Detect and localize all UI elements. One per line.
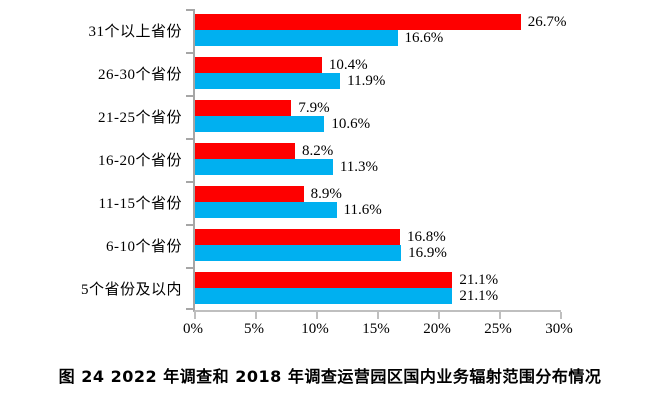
- x-axis-tick: [316, 312, 318, 319]
- x-axis-tick-label: 20%: [423, 321, 451, 337]
- bar-2018年调查: [195, 30, 398, 46]
- x-axis-tick-label: 5%: [244, 321, 264, 337]
- bar-line: 8.9%: [195, 186, 561, 202]
- bar-2022年调查: [195, 14, 521, 30]
- bar-value-label: 10.6%: [331, 115, 371, 132]
- y-axis-tick: [186, 224, 193, 226]
- chart-body: 31个以上省份 26-30个省份 21-25个省份 16-20个省份 11-15个省份 6…: [0, 9, 660, 319]
- bar-chart: 31个以上省份 26-30个省份 21-25个省份 16-20个省份 11-15个省份 6…: [0, 9, 660, 343]
- x-axis-spacer: [0, 321, 193, 343]
- x-axis-tick: [499, 312, 501, 319]
- y-axis-tick: [186, 267, 193, 269]
- category-label: 26-30个省份: [98, 67, 182, 83]
- x-axis-tick: [194, 312, 196, 319]
- bar-value-label: 10.4%: [328, 56, 368, 73]
- bar-2022年调查: [195, 186, 304, 202]
- y-axis-tick: [186, 52, 193, 54]
- bar-value-label: 16.6%: [404, 29, 444, 46]
- category-label: 31个以上省份: [88, 24, 182, 40]
- bar-2022年调查: [195, 57, 322, 73]
- x-axis-tick: [377, 312, 379, 319]
- bar-2018年调查: [195, 159, 333, 175]
- x-axis-labels: 0% 5% 10% 15% 20% 25% 30%: [183, 321, 573, 343]
- bar-line: 11.6%: [195, 202, 561, 218]
- bar-2022年调查: [195, 100, 292, 116]
- category-label: 11-15个省份: [98, 196, 182, 212]
- category-label: 16-20个省份: [98, 153, 182, 169]
- x-axis: 0% 5% 10% 15% 20% 25% 30%: [0, 321, 660, 343]
- x-axis-tick-label: 25%: [484, 321, 512, 337]
- y-axis-tick: [186, 181, 193, 183]
- x-axis-tick: [438, 312, 440, 319]
- x-axis-tick-label: 0%: [183, 321, 203, 337]
- y-axis-tick: [186, 9, 193, 11]
- bar-value-label: 11.3%: [339, 158, 379, 175]
- x-axis-tick-label: 10%: [301, 321, 329, 337]
- bar-line: 7.9%: [195, 100, 561, 116]
- bar-2022年调查: [195, 143, 296, 159]
- bar-group: 7.9% 10.6%: [195, 95, 561, 138]
- bar-2022年调查: [195, 229, 400, 245]
- bar-value-label: 16.9%: [408, 244, 447, 261]
- x-axis-tick: [255, 312, 257, 319]
- bar-line: 10.4%: [195, 57, 561, 73]
- category-axis: 31个以上省份 26-30个省份 21-25个省份 16-20个省份 11-15个省份 6…: [0, 9, 193, 312]
- y-axis-tick: [186, 138, 193, 140]
- bar-2018年调查: [195, 245, 402, 261]
- bar-value-label: 21.1%: [459, 271, 499, 288]
- figure-caption: 图 24 2022 年调查和 2018 年调查运营园区国内业务辐射范围分布情况: [58, 367, 602, 386]
- y-axis-tick: [186, 95, 193, 97]
- bar-group: 16.8% 16.9%: [195, 224, 561, 267]
- x-axis-tick: [560, 312, 562, 319]
- bar-line: 21.1%: [195, 288, 561, 304]
- bar-value-label: 11.9%: [347, 72, 386, 89]
- x-axis-tick-label: 15%: [362, 321, 390, 337]
- bar-group: 21.1% 21.1%: [195, 267, 561, 310]
- plot-area: 26.7% 16.6% 10.4% 11.9% 7.9% 10.6% 8.2% 11.3% 8.…: [186, 9, 566, 319]
- bar-line: 10.6%: [195, 116, 561, 132]
- bar-value-label: 7.9%: [298, 99, 330, 116]
- bar-2018年调查: [195, 202, 337, 218]
- bar-value-label: 8.9%: [310, 185, 342, 202]
- category-label: 6-10个省份: [106, 239, 182, 255]
- category-label: 5个省份及以内: [80, 282, 182, 298]
- bar-group: 26.7% 16.6%: [195, 9, 566, 52]
- bar-2018年调查: [195, 116, 325, 132]
- bar-line: 11.3%: [195, 159, 561, 175]
- bar-value-label: 11.6%: [343, 201, 382, 218]
- bar-group: 10.4% 11.9%: [195, 52, 561, 95]
- bar-value-label: 21.1%: [459, 287, 499, 304]
- bar-group: 8.2% 11.3%: [195, 138, 561, 181]
- bar-value-label: 26.7%: [527, 13, 567, 30]
- category-label: 21-25个省份: [98, 110, 182, 126]
- bar-line: 11.9%: [195, 73, 561, 89]
- bar-line: 8.2%: [195, 143, 561, 159]
- y-axis-tick: [186, 308, 193, 310]
- bar-line: 16.9%: [195, 245, 561, 261]
- bar-2018年调查: [195, 288, 453, 304]
- bar-2018年调查: [195, 73, 341, 89]
- bar-line: 21.1%: [195, 272, 561, 288]
- bar-line: 16.8%: [195, 229, 561, 245]
- bar-2022年调查: [195, 272, 453, 288]
- bar-value-label: 16.8%: [406, 228, 446, 245]
- bar-line: 16.6%: [195, 30, 561, 46]
- bar-group: 8.9% 11.6%: [195, 181, 561, 224]
- x-axis-tick-label: 30%: [545, 321, 573, 337]
- bar-value-label: 8.2%: [302, 142, 334, 159]
- bar-line: 26.7%: [195, 14, 566, 30]
